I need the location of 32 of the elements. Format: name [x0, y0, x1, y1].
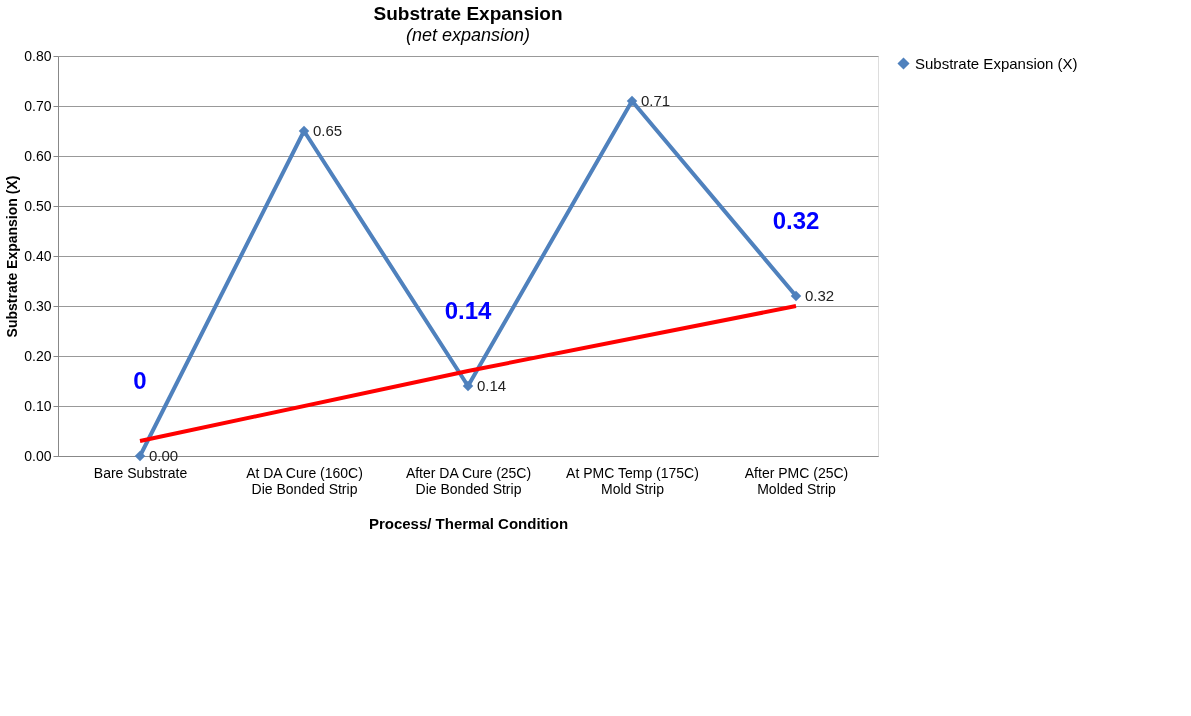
- annotation: 0: [133, 367, 147, 394]
- annotation: 0.32: [772, 207, 820, 234]
- y-tick-label: 0.40: [24, 247, 52, 264]
- data-label: 0.00: [149, 447, 179, 464]
- y-tick-label: 0.60: [24, 147, 52, 164]
- point: [298, 125, 310, 137]
- annotation: 0.14: [444, 297, 492, 324]
- data-label: 0.65: [313, 122, 343, 139]
- y-tick-label: 0.70: [24, 97, 52, 114]
- chart-title: Substrate Expansion: [373, 3, 563, 24]
- x-axis-title: Process/ Thermal Condition: [368, 514, 569, 532]
- data-label: 0.32: [805, 287, 835, 304]
- x-tick-label: At DA Cure (160C) Die Bonded Strip: [246, 464, 363, 497]
- data-label: 0.71: [641, 92, 671, 109]
- x-tick-label: After DA Cure (25C) Die Bonded Strip: [405, 464, 532, 497]
- y-tick-label: 0.10: [24, 397, 52, 414]
- y-tick-label: 0.30: [24, 297, 52, 314]
- x-tick-label: At PMC Temp (175C) Mold Strip: [566, 464, 699, 497]
- y-tick-label: 0.80: [24, 47, 52, 64]
- chart-subtitle: (net expansion): [405, 25, 531, 45]
- legend-label: Substrate Expansion (X): [915, 54, 1078, 72]
- x-tick-label: After PMC (25C) Molded Strip: [744, 464, 849, 497]
- y-tick-label: 0.20: [24, 347, 52, 364]
- y-tick-label: 0.50: [24, 197, 52, 214]
- y-tick-label: 0.00: [24, 447, 52, 464]
- point: [462, 380, 474, 392]
- point: [626, 95, 638, 107]
- point: [134, 450, 146, 462]
- data-label: 0.14: [477, 377, 507, 394]
- y-axis-title: Substrate Expansion (X): [4, 175, 21, 338]
- point: [790, 290, 802, 302]
- x-tick-label: Bare Substrate: [93, 464, 188, 481]
